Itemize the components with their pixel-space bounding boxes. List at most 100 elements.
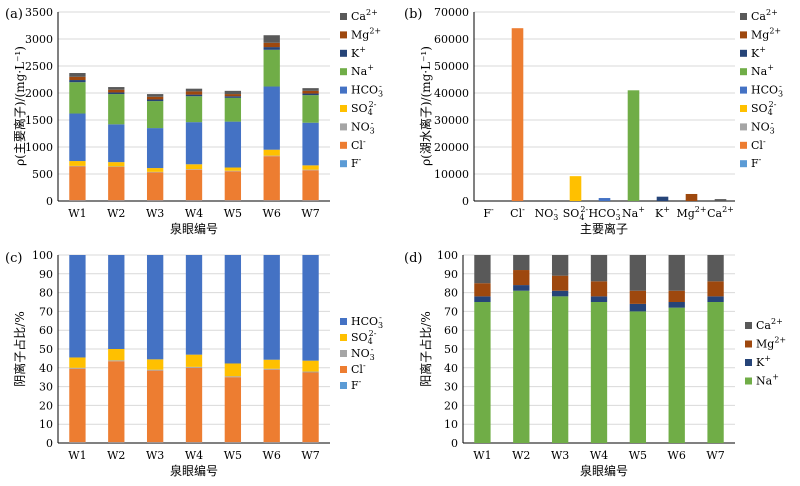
y-tick-label: 60 [39,324,53,337]
x-tick-label: Cl- [510,205,525,220]
x-tick-label: SO42- [563,205,589,222]
y-tick-label: 40 [39,362,53,375]
bar-segment-SO4-W4 [185,164,203,170]
bar-segment-SO4-W1 [69,161,86,166]
y-tick-label: 60 [444,324,458,337]
bar-segment-HCO3-W6 [263,86,280,150]
legend-label-K: K+ [756,354,771,369]
y-tick-label: 40000 [434,87,469,100]
legend-swatch-Ca [745,322,752,329]
y-tick-label: 50 [39,343,53,356]
x-tick-label: W1 [68,449,86,462]
legend-label-K: K+ [351,45,366,60]
bar-segment-Mg-W4 [590,281,608,297]
legend-swatch-HCO3 [740,86,747,94]
x-tick-label: HCO3- [588,205,620,222]
bar-segment-HCO3-W5 [224,121,242,168]
legend-swatch-K [340,49,347,57]
bar-segment-F-W7 [302,442,319,443]
x-tick-label: W2 [107,207,125,220]
y-tick-label: 80 [39,287,53,300]
bar-segment-K-W3 [551,290,569,297]
y-axis-title: 阴离子占比/% [12,311,27,386]
bar-segment-NO3-W1 [69,367,86,369]
legend-label-Ca: Ca2+ [756,317,783,332]
legend-label-SO4: SO42- [351,100,377,117]
x-tick-label: W3 [146,449,164,462]
bar-segment-Ca-W1 [69,73,86,77]
bar-segment-NO3-W4 [185,366,203,368]
bar-SO4 [569,176,582,201]
x-axis-title: 泉眼编号 [170,221,218,236]
bar-segment-SO4-W7 [302,165,319,170]
panel-a: (a) 0 500 1000 1500 2000 2500 3000 3500 W1 W2 W3 W4 W… [5,6,383,236]
x-tick-label: Ca2+ [707,205,734,220]
bar-segment-K-W2 [513,285,530,291]
y-tick-label: 30000 [434,114,469,127]
bar-segment-Cl-W4 [185,367,203,443]
legend: Ca2+ Mg2+ K+ Na+ HCO3-SO42-NO3- Cl- F- [340,8,383,170]
bar-Cl [511,28,524,202]
bar-segment-NO3-W3 [146,171,164,173]
bar-segment-HCO3-W2 [108,124,125,163]
bar-segment-Ca-W6 [263,35,280,43]
bar-segment-HCO3-W1 [69,113,86,162]
bar-segment-K-W4 [185,94,203,97]
x-tick-label: W5 [224,449,242,462]
bar-segment-Ca-W7 [707,255,724,282]
bar-segment-Na-W3 [146,101,164,129]
legend-label-NO3: NO3- [351,118,375,135]
bar-segment-Mg-W6 [668,290,685,302]
y-tick-label: 30 [39,381,53,394]
legend-swatch-Ca [340,13,347,20]
bar-segment-K-W6 [263,47,280,50]
x-tick-label: W5 [629,449,647,462]
bar-segment-F-W2 [108,442,125,443]
bar-segment-F-W7 [302,200,319,201]
x-tick-label: Na+ [622,205,645,220]
bar-segment-Cl-W5 [224,377,242,443]
legend-label-HCO3: HCO3- [351,313,383,330]
bar-segment-K-W1 [69,80,86,83]
bar-segment-HCO3-W3 [146,128,164,169]
y-tick-label: 3000 [25,33,53,46]
bar-segment-SO4-W2 [108,349,125,361]
panel-c: (c) 0 10 20 30 40 50 60 70 80 90 100 W1 W2 W3 W4 W5 W6 W7 泉… [5,249,383,478]
bar-segment-Cl-W6 [263,156,280,201]
legend-swatch-HCO3 [340,318,347,325]
legend-swatch-NO3 [340,350,347,357]
legend-swatch-Cl [340,366,347,373]
bar-segment-Na-W2 [513,290,530,443]
legend-swatch-HCO3 [340,86,347,94]
bar-segment-Na-W7 [707,302,724,443]
bar-segment-Mg-W3 [146,96,164,100]
legend-label-Ca: Ca2+ [751,8,778,23]
bar-segment-Na-W7 [302,95,319,123]
legend-label-Cl: Cl- [351,361,366,376]
bar-segment-HCO3-W2 [108,255,125,349]
legend-swatch-F [340,160,347,168]
bar-segment-Ca-W1 [474,255,491,284]
y-tick-label: 1000 [25,141,53,154]
y-tick-label: 70 [39,305,53,318]
legend-swatch-F [340,382,347,389]
y-tick-label: 30 [444,381,458,394]
x-axis-title: 泉眼编号 [170,463,218,478]
panel-b: (b) 0 10000 20000 30000 40000 50000 60000 70000 F… [404,6,783,236]
y-tick-label: 20 [444,399,458,412]
y-tick-label: 90 [444,268,458,281]
legend-label-NO3: NO3- [751,118,775,135]
x-tick-label: W4 [590,449,608,462]
bar-segment-Mg-W5 [224,94,242,97]
x-tick-label: W7 [301,449,319,462]
legend-label-F: F- [751,155,762,170]
bar-segment-SO4-W2 [108,162,125,167]
bar-segment-K-W7 [302,93,319,96]
x-axis-title: 泉眼编号 [580,463,628,478]
bar-segment-K-W1 [474,296,491,302]
bar-segment-NO3-W4 [185,169,203,170]
y-tick-label: 1500 [25,114,53,127]
x-tick-label: W4 [185,449,203,462]
bar-segment-F-W4 [185,200,203,201]
bar-segment-HCO3-W7 [302,255,319,361]
